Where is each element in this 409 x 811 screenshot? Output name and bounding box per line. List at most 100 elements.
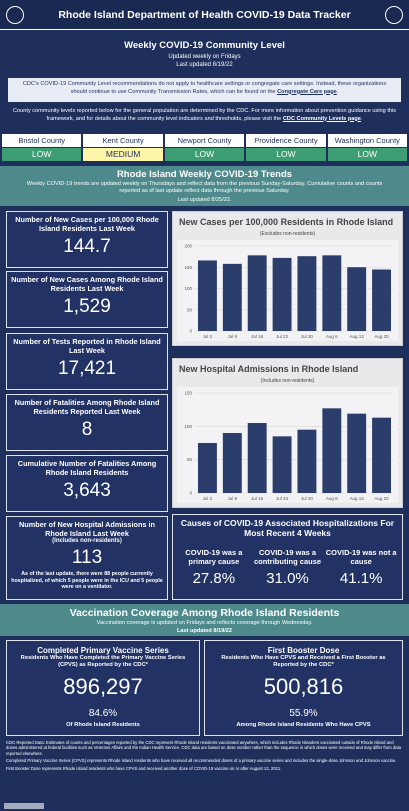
x-tick-label: Jul 23 [276,334,289,339]
section-title: Rhode Island Weekly COVID-19 Trends [116,169,293,180]
vacc-value: 500,816 [263,674,344,699]
cause: COVID-19 was not a cause 41.1% [324,548,398,587]
x-tick-label: Jul 9 [228,334,238,339]
county-name: Washington County [327,134,408,147]
chart-title: New Cases per 100,000 Residents in Rhode… [179,217,393,227]
logo [6,6,24,24]
stat-value: 1,529 [63,296,111,318]
notice: CDC's COVID-19 Community Level recommend… [8,78,401,102]
trends-text: Weekly COVID-19 trends are updated weekl… [26,181,383,195]
footnotes: CDC-Reported Data: Estimates of counts a… [6,740,403,773]
x-tick-label: Aug 13 [350,496,365,501]
county: Newport County LOW [164,134,245,162]
bar [247,423,267,493]
vacc-card: First Booster Dose Residents Who Have CPV… [204,640,403,736]
stat-label: Number of Fatalities Among Rhode Island … [14,398,160,417]
county-name: Newport County [164,134,245,147]
y-tick-label: 50 [187,307,193,312]
y-tick-label: 100 [184,286,192,291]
county: Kent County MEDIUM [83,134,163,162]
stat-value: 3,643 [63,480,111,502]
stat-card: Cumulative Number of Fatalities Among Rh… [6,455,168,512]
section-title: Vaccination Coverage Among Rhode Island … [69,607,340,619]
header-title: Rhode Island Department of Health COVID-… [0,0,409,30]
vacc-band [0,604,409,636]
stat-label: Number of New Cases per 100,000 Rhode Is… [15,215,159,234]
cause-value: 41.1% [339,570,383,588]
stat-card: Number of Fatalities Among Rhode Island … [6,394,168,451]
county-level: LOW [327,148,408,161]
bar [297,256,317,331]
vacc-subtitle: Residents Who Have CPVS and Received a F… [221,655,386,668]
bar [347,267,367,331]
vacc-title: First Booster Dose [267,646,340,655]
link[interactable]: CDC Community Levels page [282,115,361,122]
footnote: First Booster Dose represents Rhode Isla… [6,765,282,771]
x-tick-label: Aug 20 [374,496,389,501]
x-tick-label: Aug 6 [326,334,338,339]
x-tick-label: Jul 30 [301,496,314,501]
bar [222,433,242,493]
county-name: Bristol County [2,134,82,147]
y-tick-label: 0 [189,329,192,334]
cause-label: COVID-19 was a contributing cause [253,548,322,567]
vacc-text: Vaccination coverage is updated on Frida… [96,620,313,626]
logo [385,6,403,24]
chart-subtitle: (Excludes non-residents) [260,231,316,237]
y-tick-label: 150 [184,265,192,270]
notice-text: CDC's COVID-19 Community Level recommend… [22,81,387,95]
section-title: Weekly COVID-19 Community Level [124,40,285,51]
x-tick-label: Jul 2 [203,496,213,501]
chart: New Hospital Admissions in Rhode Island (… [177,364,398,503]
county: Bristol County LOW [2,134,82,162]
last-updated: Last updated 8/25/22. [177,197,232,203]
cause-label: COVID-19 was a primary cause [185,548,243,567]
footnote: CDC-Reported Data: Estimates of counts a… [6,740,402,756]
county-table: Bristol County LOW Kent County MEDIUM Newpor… [2,134,408,162]
county: Washington County LOW [327,134,408,162]
causes-box: Causes of COVID-19 Associated Hospitaliz… [172,514,403,600]
cause-label: COVID-19 was not a cause [325,548,397,567]
stat-card: Number of New Cases Among Rhode Island R… [6,271,168,328]
vacc-card: Completed Primary Vaccine Series Resident… [6,640,200,736]
vacc-percent: 55.9% [289,708,318,719]
bar [372,417,392,493]
bar [372,269,392,331]
vacc-subtitle: Residents Who Have Completed the Primary… [20,655,186,668]
bar [322,408,342,493]
vacc-caption: Of Rhode Island Residents [66,722,140,728]
y-tick-label: 200 [184,244,192,249]
stat-value: 144.7 [63,236,111,258]
cause-value: 27.8% [192,570,236,588]
text: . [360,115,363,122]
cause: COVID-19 was a contributing cause 31.0% [251,548,325,587]
county-level: LOW [2,148,82,161]
chart: New Cases per 100,000 Residents in Rhode… [177,217,398,341]
stat-label: Cumulative Number of Fatalities Among Rh… [17,459,157,478]
link[interactable]: Congregate Care page [277,88,337,95]
stat-label: Number of Tests Reported in Rhode Island… [13,337,161,356]
stat-sublabel: (Includes non-residents) [52,538,122,545]
bar [197,443,217,493]
stat-note: As of the last update, there were 88 peo… [11,571,163,590]
x-tick-label: Jul 9 [228,496,238,501]
bar [322,255,342,331]
update-note: Updated weekly on Fridays [168,54,241,60]
levels-text: County community levels reported below f… [8,108,401,123]
stat-card: Number of New Cases per 100,000 Rhode Is… [6,211,168,268]
notice-text: . [336,88,339,95]
county-level: MEDIUM [83,148,163,161]
bar [272,257,292,331]
bar [197,260,217,331]
footer-logo [4,803,44,809]
bar [222,263,242,331]
x-tick-label: Aug 6 [326,496,338,501]
county-level: LOW [164,148,245,161]
cause: COVID-19 was a primary cause 27.8% [177,548,251,587]
bar [272,436,292,493]
x-tick-label: Aug 20 [374,334,389,339]
stat-label: Number of New Hospital Admissions in Rho… [19,520,155,539]
vacc-percent: 84.6% [88,708,118,719]
x-tick-label: Jul 16 [251,334,264,339]
x-tick-label: Aug 13 [350,334,365,339]
